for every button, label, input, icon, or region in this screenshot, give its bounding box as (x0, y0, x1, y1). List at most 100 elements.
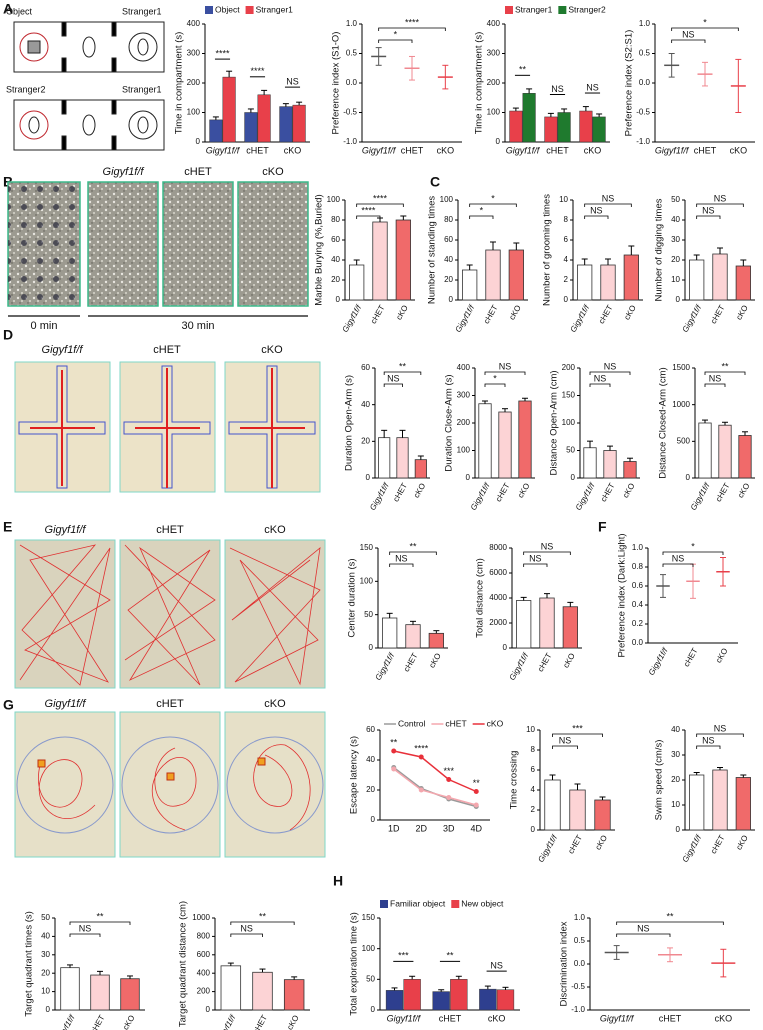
bar (60, 967, 80, 1011)
panel-label: C (430, 174, 440, 190)
bar (485, 249, 501, 301)
y-tick-label: 20 (366, 785, 375, 794)
bar (450, 979, 468, 1011)
y-tick-label: 0.8 (632, 562, 644, 571)
legend-swatch (451, 900, 460, 908)
y-tick-label: 60 (361, 363, 370, 372)
bar (569, 789, 586, 831)
significance-bracket (378, 27, 446, 31)
bar (623, 461, 637, 479)
bar (222, 76, 236, 143)
y-tick-label: 100 (327, 195, 341, 204)
y-tick-label: 10 (526, 725, 535, 734)
y-tick-label: 300 (187, 49, 201, 58)
photo-title: Gigyf1f/f (45, 698, 87, 710)
bar (544, 116, 558, 143)
y-tick-label: 1.0 (346, 19, 358, 28)
panel-label: H (333, 873, 343, 889)
y-tick-label: 8 (564, 215, 569, 224)
y-axis-title: Duration Close-Arm (s) (444, 374, 455, 471)
photo-title: cHET (156, 698, 184, 710)
y-axis-title: Escape latency (s) (349, 736, 360, 814)
photo-title: Gigyf1f/f (42, 344, 84, 356)
y-tick-label: 40 (671, 725, 680, 734)
time-label: 0 min (31, 320, 58, 332)
track (38, 759, 96, 819)
significance-label: ** (399, 361, 407, 371)
x-tick-label: Gigyf1f/f (506, 145, 541, 155)
x-tick-label: Gigyf1f/f (574, 481, 597, 512)
x-tick-label: cKO (284, 145, 302, 155)
y-tick-label: -0.5 (636, 108, 650, 117)
platform (166, 772, 175, 781)
significance-label: **** (373, 193, 388, 203)
x-tick-label: cHET (659, 1013, 682, 1023)
maze-tracks (14, 361, 321, 493)
y-tick-label: 20 (41, 968, 50, 977)
x-tick-label: cKO (394, 304, 410, 322)
x-tick-label: cKO (734, 834, 750, 852)
significance-label: * (691, 541, 695, 551)
x-tick-label: cKO (730, 145, 748, 155)
panel-label: F (598, 519, 607, 535)
x-tick-label: Gigyf1f/f (374, 651, 397, 682)
photo-title: Gigyf1f/f (103, 166, 145, 178)
mouse (137, 38, 149, 56)
x-tick-label: Gigyf1f/f (368, 481, 391, 512)
wall (111, 21, 117, 37)
bar (539, 597, 555, 649)
y-tick-label: 200 (197, 987, 211, 996)
bar (244, 112, 258, 143)
significance-bracket (389, 563, 414, 567)
y-tick-label: 300 (457, 391, 471, 400)
y-tick-label: 100 (440, 195, 454, 204)
x-tick-label: cHET (246, 145, 269, 155)
y-tick-label: -1.0 (636, 137, 650, 146)
x-tick-label: Gigyf1f/f (454, 303, 477, 334)
significance-bracket (356, 203, 404, 207)
significance-label: **** (250, 66, 265, 76)
y-axis-title: Total distance (cm) (475, 558, 486, 638)
y-tick-label: 100 (487, 108, 501, 117)
mouse (137, 116, 149, 134)
bar (735, 265, 751, 301)
y-axis-title: Center duration (s) (347, 558, 358, 637)
y-tick-label: 40 (444, 255, 453, 264)
x-tick-label: 3D (443, 823, 455, 833)
y-tick-label: 400 (487, 19, 501, 28)
significance-label: *** (443, 766, 454, 776)
significance-label: NS (714, 723, 727, 733)
y-axis-title: Distance Open-Arm (cm) (549, 370, 560, 475)
bar (432, 991, 450, 1011)
wall (61, 135, 67, 151)
significance-label: ** (721, 361, 729, 371)
three-chamber-schematic (13, 21, 165, 151)
y-tick-label: 50 (566, 446, 575, 455)
y-tick-label: 6 (564, 235, 569, 244)
track-photo (14, 711, 116, 858)
x-tick-label: cHET (714, 481, 732, 503)
y-tick-label: 100 (362, 944, 376, 953)
significance-bracket (704, 383, 726, 387)
y-axis-title: Discrimination index (559, 921, 570, 1006)
x-tick-label: 1D (388, 823, 400, 833)
pool (121, 736, 219, 834)
x-tick-label: cHET (709, 833, 727, 855)
bar (220, 965, 242, 1011)
y-tick-label: 20 (671, 775, 680, 784)
line (393, 766, 477, 808)
y-tick-label: 400 (457, 363, 471, 372)
y-tick-label: 0 (531, 825, 536, 834)
significance-bracket (383, 371, 422, 375)
open-field-tracks (14, 539, 326, 689)
x-tick-label: Gigyf1f/f (536, 833, 559, 864)
significance-bracket (230, 933, 263, 937)
significance-label: * (491, 193, 495, 203)
y-tick-label: 0.0 (574, 959, 586, 968)
y-tick-label: 60 (331, 235, 340, 244)
bar (90, 974, 110, 1011)
significance-label: *** (572, 723, 583, 733)
x-tick-label: Gigyf1f/f (387, 1013, 422, 1023)
significance-label: NS (637, 923, 650, 933)
significance-bracket (696, 203, 744, 207)
